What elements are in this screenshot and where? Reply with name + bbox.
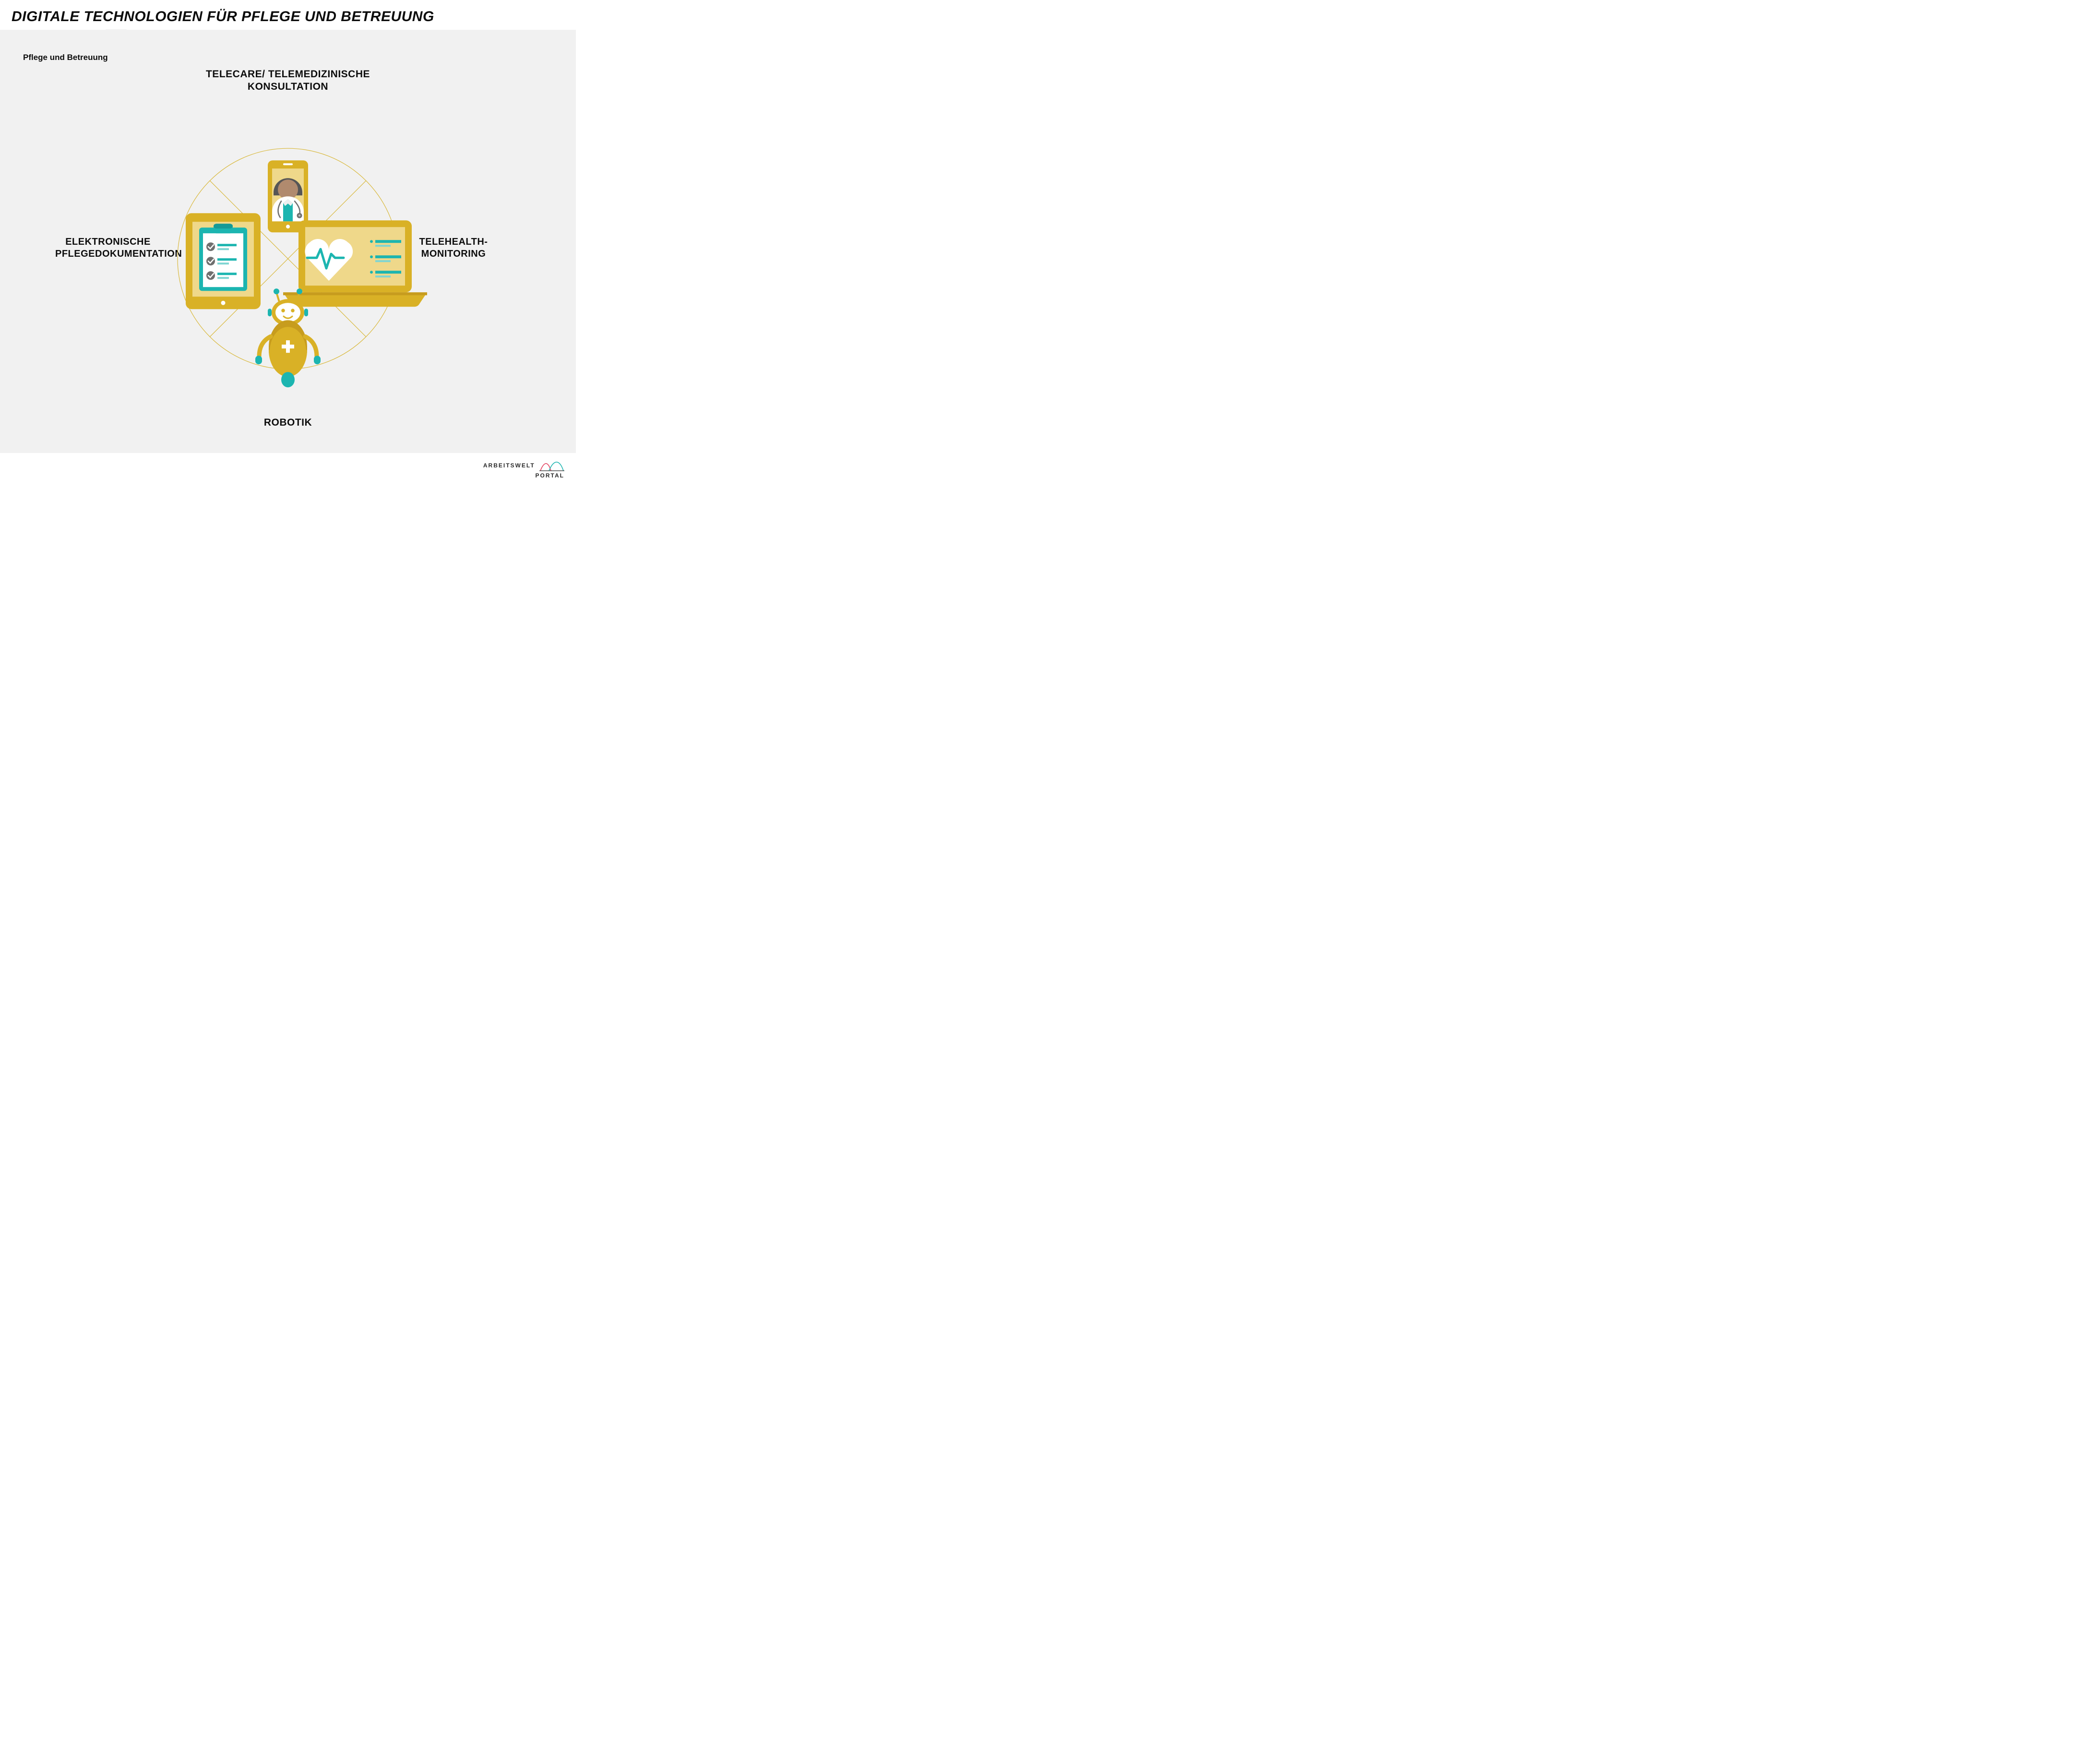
quadrant-diagram <box>134 105 441 415</box>
infographic-canvas: Pflege und Betreuung TELECARE/ TELEMEDIZ… <box>0 30 576 453</box>
tablet-clipboard-icon <box>186 213 261 309</box>
footer-line1: ARBEITSWELT <box>483 463 535 469</box>
quadrant-label-bottom: ROBOTIK <box>264 417 312 429</box>
brand-logo-icon <box>539 459 564 473</box>
section-subheading: Pflege und Betreuung <box>23 53 108 62</box>
header: DIGITALE TECHNOLOGIEN FÜR PFLEGE UND BET… <box>0 0 576 25</box>
page-title: DIGITALE TECHNOLOGIEN FÜR PFLEGE UND BET… <box>12 9 576 25</box>
laptop-heart-icon <box>283 220 427 307</box>
quadrant-label-top: TELECARE/ TELEMEDIZINISCHE KONSULTATION <box>182 68 394 94</box>
footer-line2: PORTAL <box>483 473 564 479</box>
footer-brand: ARBEITSWELT PORTAL <box>483 459 564 479</box>
